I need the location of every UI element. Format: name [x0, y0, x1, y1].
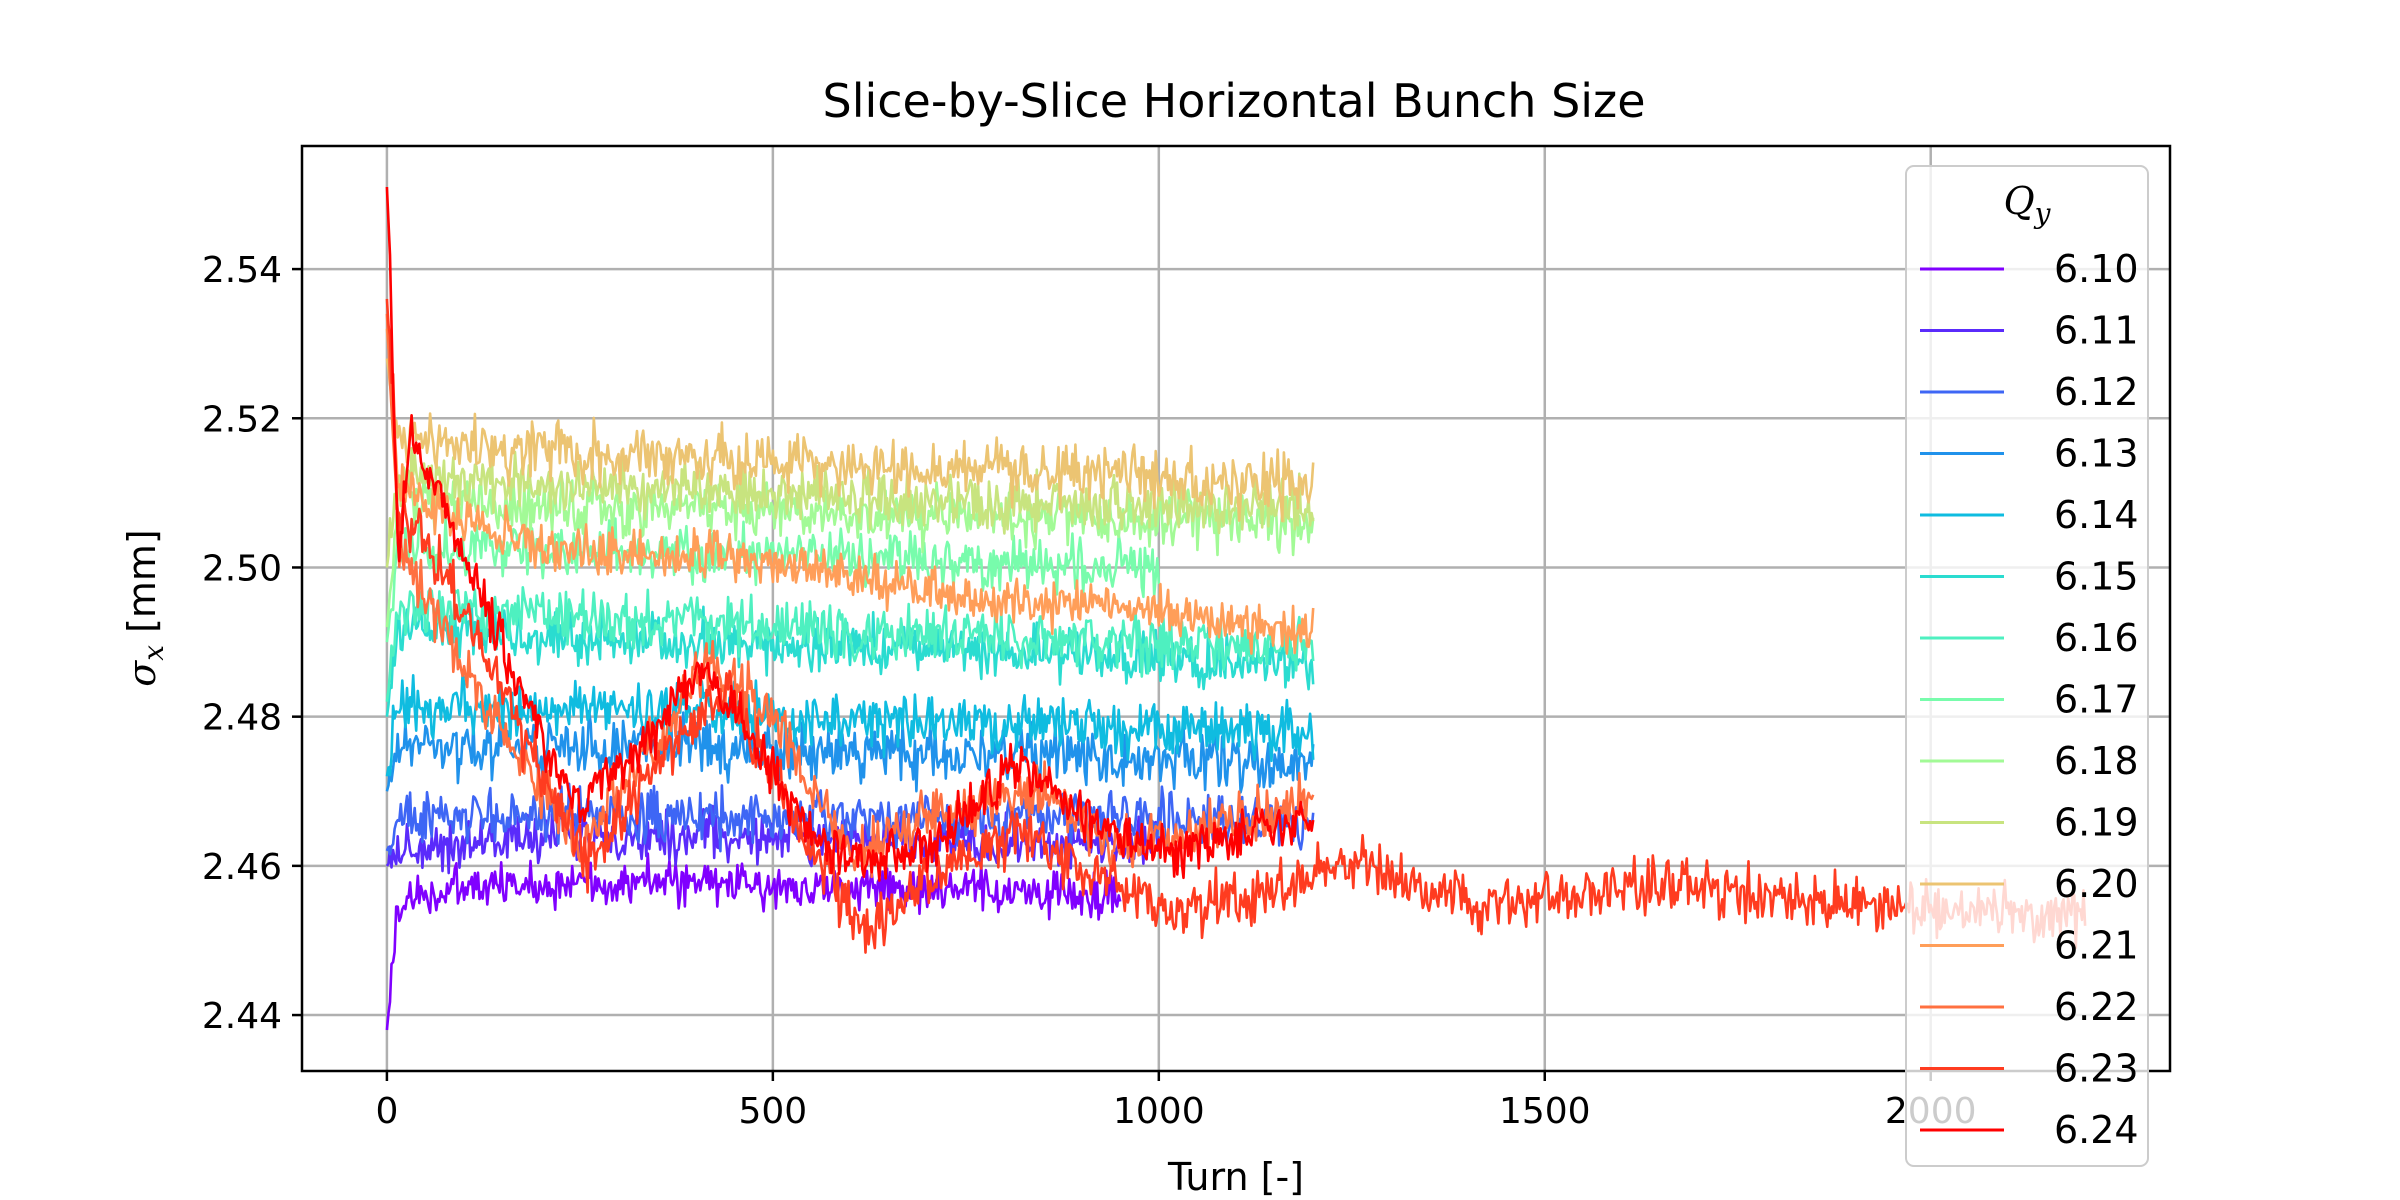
legend-label: 6.11: [2054, 309, 2139, 353]
y-tick-label: 2.50: [202, 548, 282, 589]
legend-entries: 6.10 6.11 6.12 6.13 6.14 6.15 6.16 6.17 6.18 6.19…: [1920, 247, 2139, 1152]
legend-label: 6.21: [2054, 924, 2139, 968]
series-line-6-21: [385, 328, 1315, 655]
series-line-6-20: [385, 358, 1315, 523]
y-tick-label: 2.54: [202, 250, 282, 291]
series-lines: [385, 186, 2087, 1031]
axis-ticks: 05001000150020002.442.462.482.502.522.54: [202, 250, 1977, 1132]
legend: Qy 6.106.116.126.136.146.156.166.176.186…: [1905, 165, 2149, 1167]
series-line-6-11: [385, 804, 1161, 875]
legend-label: 6.18: [2054, 739, 2139, 783]
legend-title-sub: y: [2033, 197, 2052, 230]
y-tick-label: 2.48: [202, 698, 282, 739]
y-axis-label-unit: [mm]: [120, 529, 164, 645]
legend-label: 6.13: [2054, 432, 2139, 476]
legend-box: [1905, 165, 2149, 1167]
series-line-6-22: [385, 313, 1315, 879]
legend-label: 6.22: [2054, 985, 2139, 1029]
series-line-6-13: [385, 709, 1315, 794]
legend-label: 6.14: [2054, 493, 2139, 537]
legend-title-main: Q: [2004, 179, 2035, 223]
plot-frame: [300, 144, 2172, 1073]
legend-label: 6.15: [2054, 555, 2139, 599]
x-axis-label: Turn [-]: [1167, 1155, 1304, 1199]
y-axis-label: σx [mm]: [120, 529, 170, 687]
series-line-6-24: [385, 186, 1315, 882]
series-line-6-17: [385, 514, 1161, 643]
legend-title: Qy: [2004, 179, 2052, 230]
legend-label: 6.17: [2054, 678, 2139, 722]
series-line-6-16: [385, 585, 1315, 702]
series-line-6-12: [385, 782, 1315, 856]
x-tick-label: 0: [375, 1091, 398, 1132]
y-tick-label: 2.46: [202, 847, 282, 888]
y-tick-label: 2.52: [202, 399, 282, 440]
x-tick-label: 1000: [1113, 1091, 1205, 1132]
legend-label: 6.19: [2054, 801, 2139, 845]
series-line-6-18: [385, 468, 1315, 628]
legend-label: 6.10: [2054, 247, 2139, 291]
series-line-6-14: [385, 671, 1315, 777]
legend-label: 6.24: [2054, 1108, 2139, 1152]
series-line-6-10: [385, 852, 1122, 1031]
y-axis-label-sub: x: [137, 645, 170, 661]
legend-label: 6.23: [2054, 1047, 2139, 1091]
x-tick-label: 1500: [1499, 1091, 1591, 1132]
legend-label: 6.20: [2054, 862, 2139, 906]
y-tick-label: 2.44: [202, 996, 282, 1037]
series-line-6-23: [385, 298, 2087, 954]
legend-label: 6.12: [2054, 370, 2139, 414]
x-tick-label: 500: [739, 1091, 808, 1132]
chart-title: Slice-by-Slice Horizontal Bunch Size: [823, 74, 1646, 128]
legend-label: 6.16: [2054, 616, 2139, 660]
y-axis-label-main: σ: [120, 660, 164, 687]
